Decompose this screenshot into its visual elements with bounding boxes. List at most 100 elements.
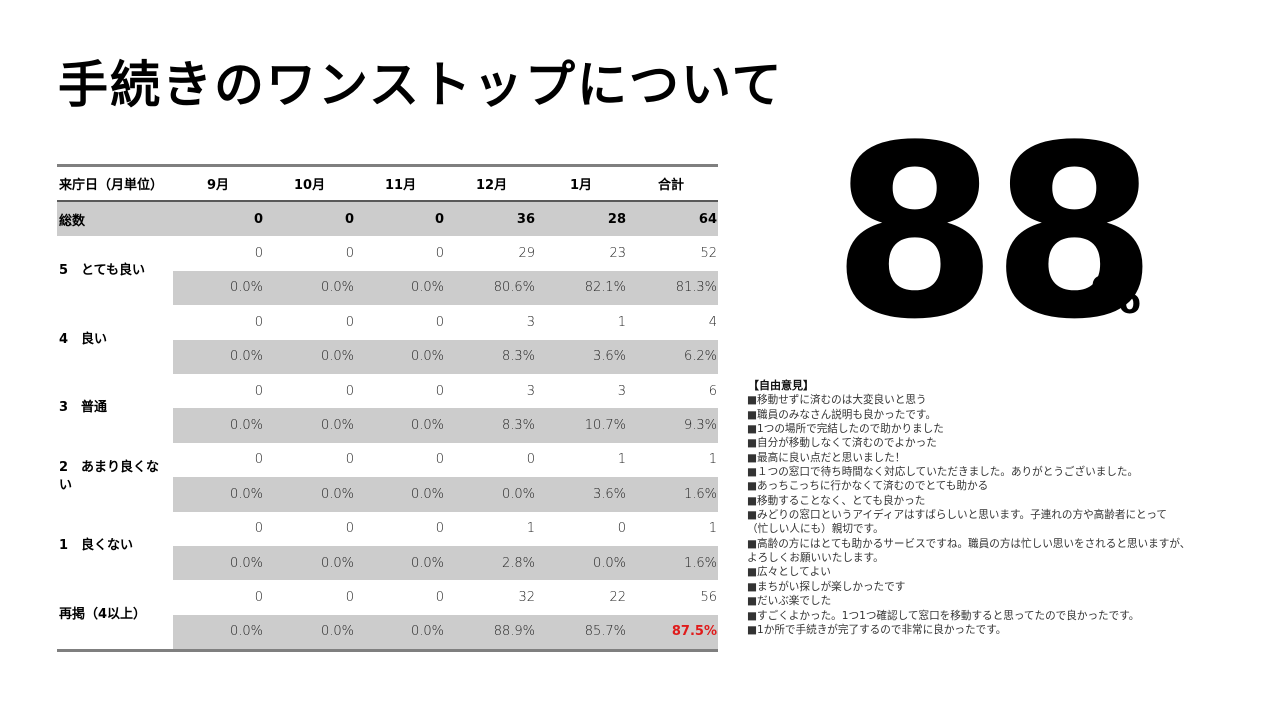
table-row-group: 再掲（4以上） 0 0 0 32 22 56 0.0% 0.0% 0.0% 88.9% 85.7% 87… bbox=[57, 580, 718, 650]
table-row-count: 0 0 0 0 1 1 bbox=[57, 443, 718, 477]
table-cell: 1 bbox=[708, 452, 717, 468]
table-cell: 0.0% bbox=[320, 624, 354, 640]
survey-results-table: 来庁日（月単位） 9月 10月 11月 12月 1月 合計 総数 0 0 0 3… bbox=[57, 164, 718, 653]
table-cell: 85.7% bbox=[584, 624, 626, 640]
table-cell: 0 bbox=[254, 314, 263, 330]
table-cell: 81.3% bbox=[675, 280, 717, 296]
table-header-row: 来庁日（月単位） 9月 10月 11月 12月 1月 合計 bbox=[57, 167, 718, 202]
row-shading bbox=[173, 339, 718, 374]
table-cell: 0.0% bbox=[229, 624, 263, 640]
table-cell: 56 bbox=[700, 589, 717, 605]
table-cell: 3.6% bbox=[592, 349, 626, 365]
table-cell: 0.0% bbox=[229, 418, 263, 434]
row-shading bbox=[173, 477, 718, 512]
comment-line: ■あっちこっちに行かなくて済むのでとても助かる bbox=[747, 480, 989, 493]
table-cell: 0.0% bbox=[320, 280, 354, 296]
table-row-total: 総数 0 0 0 36 28 64 bbox=[57, 202, 718, 237]
table-cell: 6 bbox=[708, 383, 717, 399]
table-cell: 0.0% bbox=[229, 486, 263, 502]
comment-line: ■すごくよかった。1つ1つ確認して窓口を移動すると思ってたので良かったです。 bbox=[747, 609, 1140, 622]
table-row-count: 0 0 0 29 23 52 bbox=[57, 236, 718, 270]
table-cell: 64 bbox=[698, 211, 717, 227]
comment-line: ■1つの場所で完結したので助かりました bbox=[747, 423, 944, 436]
table-row-group: 4 良い 0 0 0 3 1 4 0.0% 0.0% 0.0% 8.3% 3.6% 6.2% bbox=[57, 305, 718, 374]
table-cell: 28 bbox=[607, 211, 626, 227]
table-cell: 0 bbox=[254, 383, 263, 399]
table-cell: 0.0% bbox=[410, 624, 444, 640]
headline-percentage-value: 88 bbox=[832, 95, 1157, 372]
table-cell: 0 bbox=[435, 383, 444, 399]
row-shading bbox=[173, 614, 718, 650]
table-cell: 3 bbox=[526, 383, 535, 399]
row-label: 5 とても良い bbox=[59, 262, 146, 278]
table-cell: 0 bbox=[345, 452, 354, 468]
comment-line: ■だいぶ楽でした bbox=[747, 595, 832, 608]
comment-line: ■1か所で手続きが完了するので非常に良かったです。 bbox=[747, 623, 1007, 636]
table-cell: 1 bbox=[526, 521, 535, 537]
table-cell: 0 bbox=[253, 211, 263, 227]
table-row-group: 3 普通 0 0 0 3 3 6 0.0% 0.0% 0.0% 8.3% 10.7% 9.3% bbox=[57, 374, 718, 443]
table-cell: 3 bbox=[526, 314, 535, 330]
row-label: 4 良い bbox=[59, 331, 108, 347]
table-cell: 23 bbox=[609, 246, 626, 262]
table-cell: 0 bbox=[617, 521, 626, 537]
table-cell: 1.6% bbox=[683, 555, 717, 571]
table-cell: 82.1% bbox=[584, 280, 626, 296]
table-cell: 0.0% bbox=[320, 486, 354, 502]
table-cell: 88.9% bbox=[493, 624, 535, 640]
table-cell: 1 bbox=[617, 452, 626, 468]
table-cell: 0.0% bbox=[501, 486, 535, 502]
table-cell: 0 bbox=[345, 314, 354, 330]
table-row-group: 1 良くない 0 0 0 1 0 1 0.0% 0.0% 0.0% 2.8% 0.0% 1.6% bbox=[57, 512, 718, 581]
table-cell: 3.6% bbox=[592, 486, 626, 502]
table-cell: 0 bbox=[345, 521, 354, 537]
table-cell: 36 bbox=[516, 211, 535, 227]
row-shading bbox=[173, 545, 718, 581]
table-row-percent: 0.0% 0.0% 0.0% 80.6% 82.1% 81.3% bbox=[57, 270, 718, 306]
comment-line: ■高齢の方にはとても助かるサービスですね。職員の方は忙しい思いをされると思います… bbox=[747, 537, 1191, 550]
table-cell: 0 bbox=[435, 314, 444, 330]
table-row-group: 5 とても良い 0 0 0 29 23 52 0.0% 0.0% 0.0% 80.6% 82.1% 81… bbox=[57, 236, 718, 306]
table-cell: 0 bbox=[435, 452, 444, 468]
column-header: 11月 bbox=[385, 178, 417, 193]
table-cell: 0 bbox=[435, 521, 444, 537]
comment-line: ■みどりの窓口というアイディアはすばらしいと思います。子連れの方や高齢者にとって bbox=[747, 509, 1167, 522]
comment-line: ■移動せずに済むのは大変良いと思う bbox=[747, 394, 927, 407]
table-row-group: 2 あまり良くない 0 0 0 0 1 1 0.0% 0.0% 0.0% 0.0% 3.6% 1.6% bbox=[57, 443, 718, 512]
comment-line: よろしくお願いいたします。 bbox=[747, 552, 884, 565]
table-row-percent: 0.0% 0.0% 0.0% 8.3% 10.7% 9.3% bbox=[57, 408, 718, 443]
row-label: 1 良くない bbox=[59, 537, 134, 553]
table-cell: 2.8% bbox=[501, 555, 535, 571]
column-header: 12月 bbox=[476, 178, 508, 193]
table-cell: 29 bbox=[518, 246, 535, 262]
table-cell: 9.3% bbox=[683, 418, 717, 434]
comment-line: ■１つの窓口で待ち時間なく対応していただきました。ありがとうございました。 bbox=[747, 466, 1139, 479]
table-cell: 0.0% bbox=[592, 555, 626, 571]
table-cell: 8.3% bbox=[501, 418, 535, 434]
table-cell: 0.0% bbox=[229, 555, 263, 571]
table-cell: 4 bbox=[708, 314, 717, 330]
row-label: 再掲（4以上） bbox=[59, 606, 147, 622]
table-cell: 1 bbox=[708, 521, 717, 537]
table-cell: 0 bbox=[254, 246, 263, 262]
table-row-count: 0 0 0 3 1 4 bbox=[57, 305, 718, 339]
percent-sign: % bbox=[1091, 267, 1142, 325]
free-comments-panel: 【自由意見】 ■移動せずに済むのは大変良いと思う ■職員のみなさん説明も良かったで… bbox=[747, 379, 1267, 637]
column-header: 10月 bbox=[294, 178, 326, 193]
column-header: 合計 bbox=[658, 178, 685, 193]
table-cell: 0.0% bbox=[229, 349, 263, 365]
table-cell: 0.0% bbox=[410, 418, 444, 434]
row-shading bbox=[173, 270, 718, 306]
comment-line: ■まちがい探しが楽しかったです bbox=[747, 580, 906, 593]
table-cell: 0.0% bbox=[410, 555, 444, 571]
comment-line: ■広々としてよい bbox=[747, 566, 831, 579]
table-cell: 52 bbox=[700, 246, 717, 262]
table-row-percent: 0.0% 0.0% 0.0% 0.0% 3.6% 1.6% bbox=[57, 477, 718, 512]
table-cell: 80.6% bbox=[493, 280, 535, 296]
row-label: 2 あまり良くない bbox=[59, 460, 160, 494]
column-header: 9月 bbox=[207, 178, 230, 193]
table-cell: 0 bbox=[345, 246, 354, 262]
table-cell: 0.0% bbox=[320, 555, 354, 571]
page-title: 手続きのワンストップについて bbox=[58, 56, 784, 114]
table-row-percent: 0.0% 0.0% 0.0% 2.8% 0.0% 1.6% bbox=[57, 545, 718, 581]
